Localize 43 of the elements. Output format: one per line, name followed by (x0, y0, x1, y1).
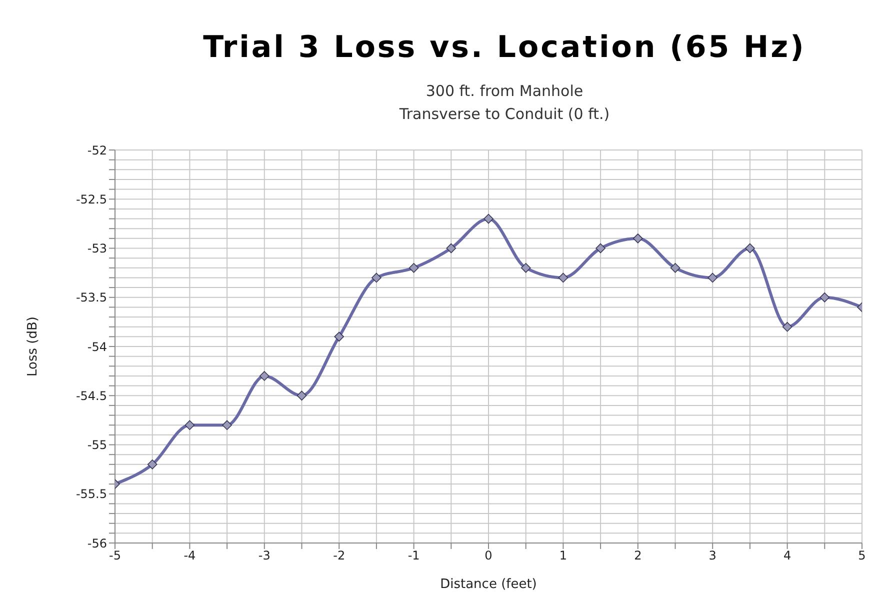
y-tick-label: -55 (87, 438, 107, 452)
point (184, 420, 195, 430)
x-axis-title: Distance (feet) (440, 577, 537, 592)
x-tick-label: -2 (333, 548, 346, 563)
point (782, 322, 792, 332)
point (334, 332, 344, 342)
x-tick-label: -3 (258, 548, 270, 563)
point (745, 243, 755, 254)
x-tick-label: 1 (559, 548, 568, 563)
x-tick-label: 3 (708, 548, 716, 563)
x-tick-label: -5 (109, 548, 121, 563)
y-tick-label: -54.5 (76, 388, 107, 403)
point (446, 243, 456, 254)
point (372, 272, 382, 283)
point (708, 272, 718, 283)
chart-subtitle: 300 ft. from Manhole Transverse to Conduit (0 ft.) (398, 81, 611, 125)
point (408, 263, 419, 273)
y-tick-label: -52.5 (76, 192, 107, 206)
x-tick-label: 5 (858, 548, 866, 563)
point (670, 263, 680, 273)
point (820, 292, 830, 302)
y-tick-label: -54 (87, 340, 107, 354)
y-tick-label: -53.5 (76, 290, 107, 305)
point (260, 371, 270, 381)
y-axis-title: Loss (dB) (26, 316, 41, 376)
point (147, 460, 158, 470)
point (633, 234, 643, 244)
y-tick-label: -55.5 (76, 487, 107, 502)
x-tick-label: -1 (408, 548, 420, 563)
x-tick-label: 2 (634, 548, 642, 563)
x-tick-label: -4 (184, 548, 196, 563)
point (520, 263, 531, 273)
x-tick-label: 0 (484, 548, 492, 563)
y-tick-label: -56 (87, 536, 107, 550)
point (558, 272, 568, 283)
x-tick-label: 4 (783, 548, 792, 563)
point (596, 243, 606, 254)
y-tick-label: -52 (87, 143, 107, 158)
chart-title: Trial 3 Loss vs. Location (65 Hz) (202, 30, 807, 65)
y-tick-label: -53 (87, 242, 107, 256)
point (484, 214, 494, 224)
point (222, 420, 232, 430)
point (296, 390, 307, 401)
